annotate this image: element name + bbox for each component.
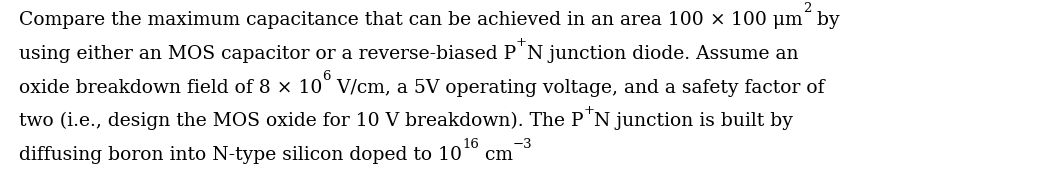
Text: +: + xyxy=(584,104,594,117)
Text: 100 μm: 100 μm xyxy=(725,11,803,29)
Text: 16: 16 xyxy=(462,137,479,150)
Text: cm: cm xyxy=(479,146,513,164)
Text: N junction diode. Assume an: N junction diode. Assume an xyxy=(527,45,799,63)
Text: oxide breakdown field of 8 × 10: oxide breakdown field of 8 × 10 xyxy=(19,79,323,97)
Text: Compare the maximum capacitance that can be achieved in an area 100: Compare the maximum capacitance that can… xyxy=(19,11,709,29)
Text: diffusing boron into N-type silicon doped to 10: diffusing boron into N-type silicon dope… xyxy=(19,146,462,164)
Text: 6: 6 xyxy=(323,70,331,83)
Text: N junction is built by: N junction is built by xyxy=(594,113,794,130)
Text: 2: 2 xyxy=(803,2,812,15)
Text: +: + xyxy=(516,36,527,49)
Text: two (i.e., design the MOS oxide for 10 V breakdown). The P: two (i.e., design the MOS oxide for 10 V… xyxy=(19,112,584,130)
Text: V/cm, a 5V operating voltage, and a safety factor of: V/cm, a 5V operating voltage, and a safe… xyxy=(331,79,824,97)
Text: by: by xyxy=(812,11,840,29)
Text: ×: × xyxy=(709,11,725,29)
Text: using either an MOS capacitor or a reverse-biased P: using either an MOS capacitor or a rever… xyxy=(19,45,516,63)
Text: −3: −3 xyxy=(513,137,532,150)
